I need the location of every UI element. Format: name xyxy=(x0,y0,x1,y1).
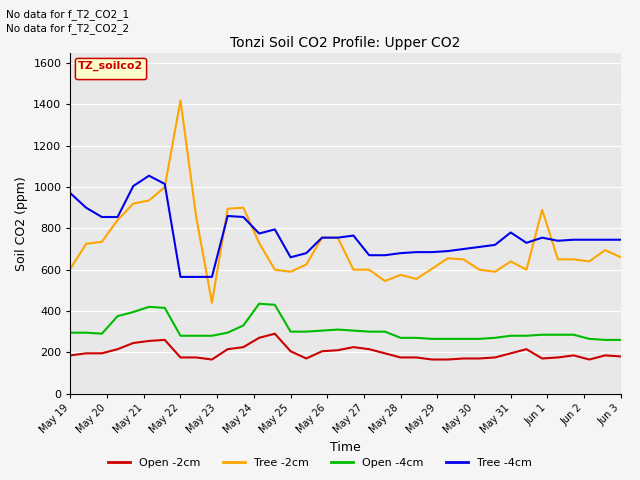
Legend: Open -2cm, Tree -2cm, Open -4cm, Tree -4cm: Open -2cm, Tree -2cm, Open -4cm, Tree -4… xyxy=(104,453,536,472)
Text: No data for f_T2_CO2_2: No data for f_T2_CO2_2 xyxy=(6,23,129,34)
Text: No data for f_T2_CO2_1: No data for f_T2_CO2_1 xyxy=(6,9,129,20)
Legend:  xyxy=(76,58,147,79)
Y-axis label: Soil CO2 (ppm): Soil CO2 (ppm) xyxy=(15,176,28,271)
Title: Tonzi Soil CO2 Profile: Upper CO2: Tonzi Soil CO2 Profile: Upper CO2 xyxy=(230,36,461,50)
X-axis label: Time: Time xyxy=(330,441,361,454)
